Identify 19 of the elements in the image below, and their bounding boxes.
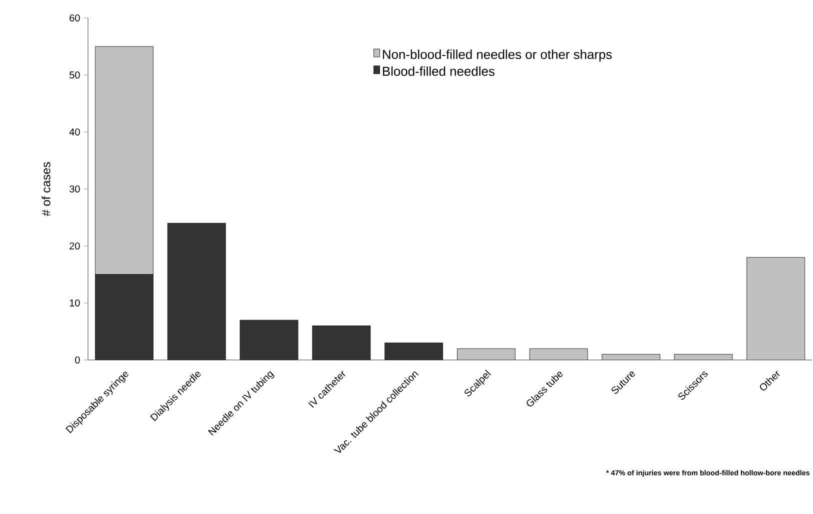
- bar: [95, 274, 154, 360]
- bar: [530, 348, 588, 360]
- y-tick-label: 20: [70, 242, 80, 250]
- legend-label: Blood-filled needles: [382, 66, 494, 76]
- bar: [312, 326, 370, 360]
- bar: [384, 342, 444, 360]
- y-tick-label: 0: [75, 356, 80, 364]
- legend-label: Non-blood-filled needles or other sharps: [382, 50, 612, 62]
- y-tick-label: 50: [70, 71, 80, 79]
- bar: [746, 257, 806, 360]
- y-tick-label: 60: [70, 14, 80, 22]
- bar: [457, 348, 516, 360]
- bar: [95, 46, 154, 275]
- y-tick-label: 30: [70, 185, 80, 193]
- y-tick-label: 40: [69, 128, 80, 136]
- y-tick-label: 10: [70, 299, 80, 307]
- bar: [240, 320, 298, 360]
- bar: [168, 223, 226, 360]
- y-axis-title: # of cases: [42, 162, 50, 216]
